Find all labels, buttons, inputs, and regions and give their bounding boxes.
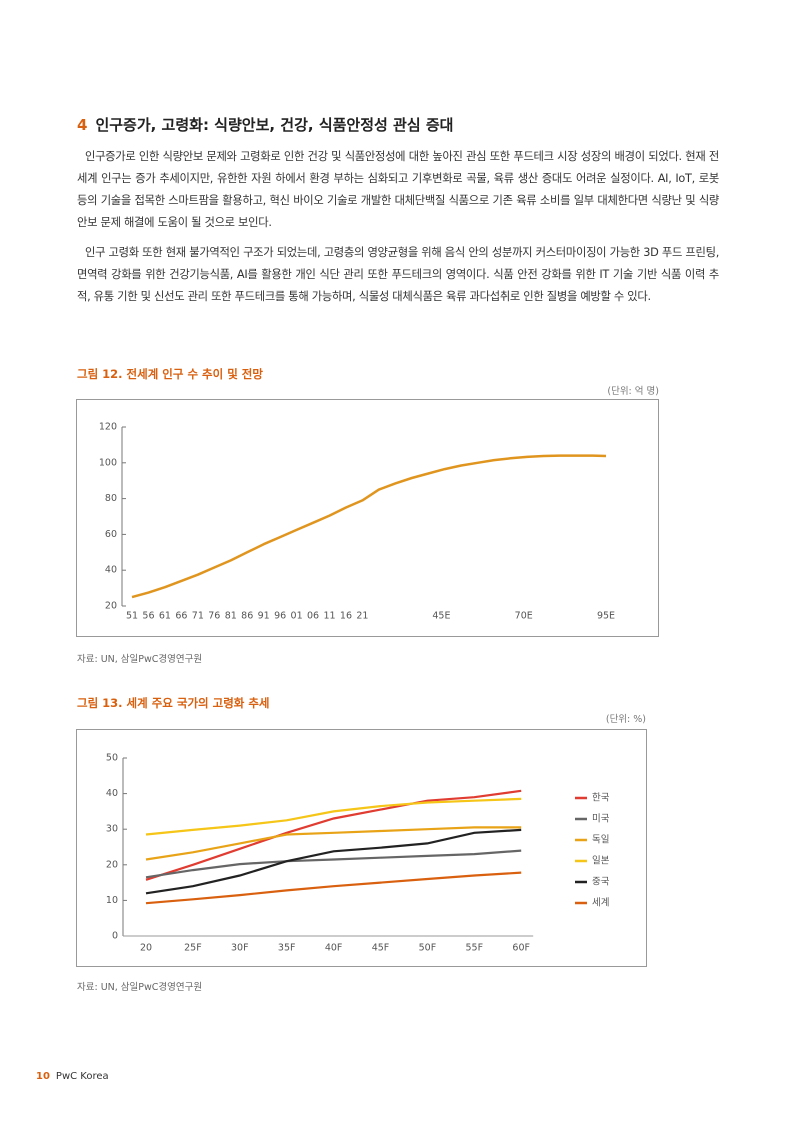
y-tick-label: 10 [106,895,118,906]
y-tick-label: 0 [112,931,118,942]
x-tick-label: 70E [515,611,533,622]
y-tick-label: 100 [99,457,117,468]
unit-label: (단위: 억 명) [607,386,659,397]
x-tick-label: 66 [175,611,187,622]
x-tick-label: 56 [142,611,154,622]
chart-frame: 20 40 60 80 100 120 51 56 61 66 71 76 81 86 91 96 01 06 11… [76,399,659,637]
series-line [145,797,522,836]
x-tick-label: 91 [258,611,270,622]
legend-label: 세계 [592,897,609,909]
x-tick-label: 11 [323,611,335,622]
source: 자료: UN, 삼일PwC경영연구원 [77,982,203,993]
footer: 10 PwC Korea [36,1071,109,1082]
y-tick-label: 120 [99,422,117,433]
x-tick-label: 40F [325,943,343,954]
x-tick-label: 20 [140,943,152,954]
series-line [145,849,522,879]
series-line [145,826,522,861]
figure-caption: 그림 12. 전세계 인구 수 추이 및 전망 [77,367,263,381]
footer-text: PwC Korea [55,1071,109,1082]
figure-caption: 그림 13. 세계 주요 국가의 고령화 추세 [77,696,270,710]
page-number: 10 [36,1071,50,1082]
x-tick-label: 61 [159,611,171,622]
source: 자료: UN, 삼일PwC경영연구원 [77,654,203,665]
chart: 20 40 60 80 100 120 51 56 61 66 71 76 81 86 91 96 01 06 11… [99,422,615,622]
section-number: 4 [77,116,88,134]
y-tick-label: 50 [106,753,118,764]
x-tick-label: 35F [278,943,296,954]
series-line [145,789,522,881]
y-tick-label: 30 [106,824,118,835]
x-tick-label: 60F [512,943,530,954]
x-tick-label: 51 [126,611,138,622]
x-tick-label: 96 [274,611,286,622]
x-tick-label: 95E [597,611,615,622]
x-tick-label: 76 [208,611,220,622]
y-tick-label: 40 [106,788,118,799]
section-title: 인구증가, 고령화: 식량안보, 건강, 식품안정성 관심 증대 [95,116,454,134]
y-tick-label: 20 [105,601,117,612]
x-tick-label: 50F [419,943,437,954]
x-tick-label: 01 [291,611,303,622]
x-tick-label: 25F [184,943,202,954]
series-line [145,828,522,895]
x-tick-label: 16 [340,611,352,622]
chart: 0 10 20 30 40 50 20 25F 30F 35F 40F 45F 50F 55F 60F 한국미… [106,753,610,954]
legend-label: 일본 [592,856,610,867]
x-tick-label: 06 [307,611,319,622]
x-tick-label: 30F [231,943,249,954]
paragraph: 인구증가로 인한 식량안보 문제와 고령화로 인한 건강 및 식품안정성에 대한… [77,150,719,229]
y-tick-label: 40 [105,565,117,576]
unit-label: (단위: %) [605,714,646,725]
x-tick-label: 86 [241,611,253,622]
y-tick-label: 20 [106,859,118,870]
legend-label: 중국 [592,877,610,888]
y-tick-label: 80 [105,493,117,504]
legend-label: 독일 [592,835,609,846]
x-tick-label: 21 [356,611,368,622]
y-tick-label: 60 [105,529,117,540]
x-tick-label: 45E [432,611,450,622]
population-line [131,454,607,599]
x-tick-label: 45F [372,943,390,954]
x-tick-label: 81 [225,611,237,622]
x-tick-label: 71 [192,611,204,622]
section-heading: 4 인구증가, 고령화: 식량안보, 건강, 식품안정성 관심 증대 [77,114,453,135]
series-line [145,871,522,905]
legend-label: 한국 [592,793,610,804]
x-tick-label: 55F [466,943,484,954]
paragraph: 인구 고령화 또한 현재 불가역적인 구조가 되었는데, 고령층의 영양균형을 … [77,246,719,303]
legend-label: 미국 [592,814,610,825]
